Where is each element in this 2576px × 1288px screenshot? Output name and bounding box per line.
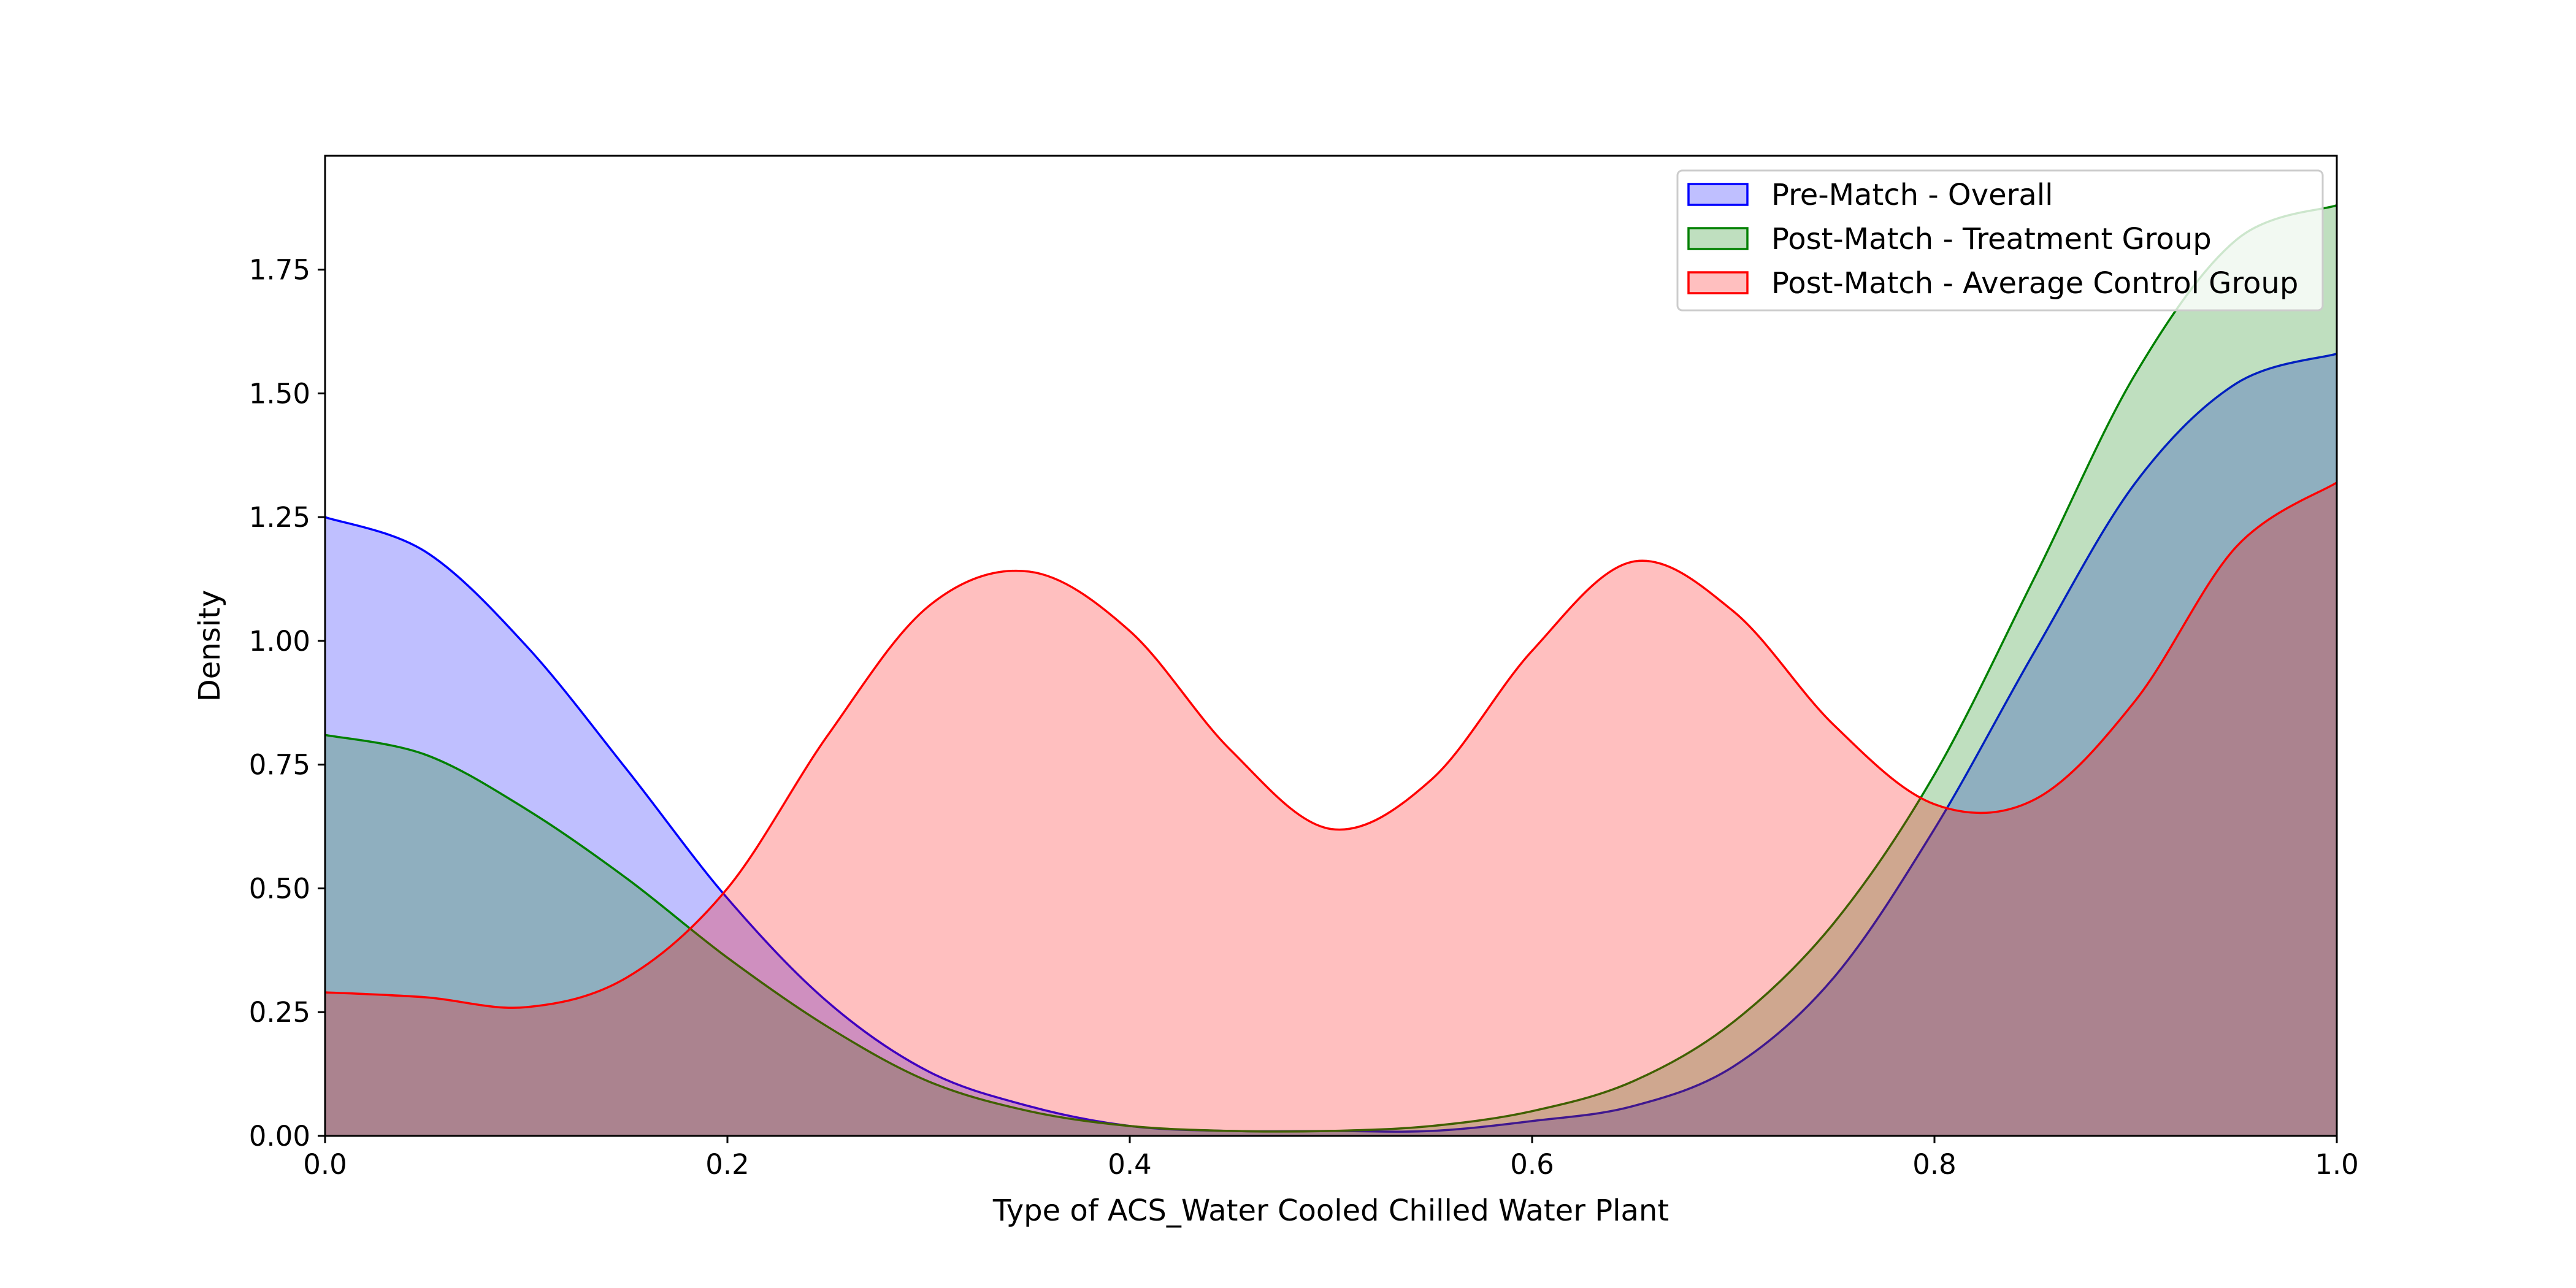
y-axis-label: Density bbox=[193, 590, 227, 702]
y-tick-label: 1.25 bbox=[249, 501, 310, 534]
x-tick-label: 0.8 bbox=[1912, 1148, 1957, 1181]
legend-swatch-3 bbox=[1687, 271, 1749, 294]
legend: Pre-Match - Overall Post-Match - Treatmen… bbox=[1676, 169, 2324, 312]
y-tick-label: 0.50 bbox=[249, 872, 310, 905]
y-tick-label: 1.00 bbox=[249, 625, 310, 657]
legend-label-2: Post-Match - Treatment Group bbox=[1771, 222, 2212, 256]
y-tick-label: 0.25 bbox=[249, 996, 310, 1029]
y-tick-label: 0.00 bbox=[249, 1120, 310, 1152]
legend-label-1: Pre-Match - Overall bbox=[1771, 178, 2053, 212]
legend-swatch-2 bbox=[1687, 227, 1749, 250]
series-area-1 bbox=[325, 353, 2337, 1136]
legend-swatch-1 bbox=[1687, 183, 1749, 206]
x-tick-label: 1.0 bbox=[2315, 1148, 2359, 1181]
x-tick-label: 0.4 bbox=[1108, 1148, 1152, 1181]
legend-box bbox=[1676, 169, 2324, 312]
x-axis: 0.0 0.2 0.4 0.6 0.8 1.0 bbox=[303, 1136, 2359, 1181]
y-tick-label: 1.75 bbox=[249, 254, 310, 286]
y-tick-label: 0.75 bbox=[249, 749, 310, 781]
axes-frame bbox=[324, 155, 2338, 1137]
plot-area bbox=[324, 155, 2338, 1137]
series-area-3 bbox=[325, 482, 2337, 1137]
y-axis: 0.00 0.25 0.50 0.75 1.00 1.25 1.50 1.75 bbox=[249, 254, 325, 1152]
x-axis-label: Type of ACS_Water Cooled Chilled Water P… bbox=[992, 1194, 1669, 1228]
series-layer bbox=[324, 204, 2337, 1137]
x-tick-label: 0.2 bbox=[705, 1148, 749, 1181]
series-line-3 bbox=[324, 481, 2337, 1009]
x-tick-label: 0.6 bbox=[1510, 1148, 1554, 1181]
series-area-2 bbox=[325, 205, 2337, 1137]
y-tick-label: 1.50 bbox=[249, 377, 310, 410]
legend-label-3: Post-Match - Average Control Group bbox=[1771, 266, 2298, 301]
series-line-2 bbox=[324, 204, 2337, 1133]
x-tick-label: 0.0 bbox=[303, 1148, 347, 1181]
